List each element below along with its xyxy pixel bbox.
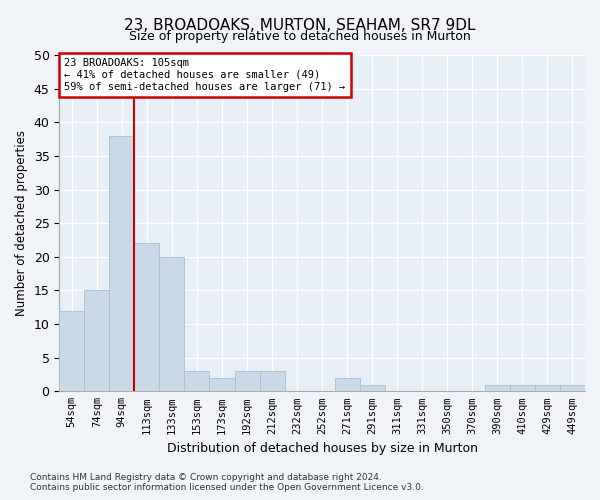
- Text: 23 BROADOAKS: 105sqm
← 41% of detached houses are smaller (49)
59% of semi-detac: 23 BROADOAKS: 105sqm ← 41% of detached h…: [64, 58, 346, 92]
- Y-axis label: Number of detached properties: Number of detached properties: [15, 130, 28, 316]
- Bar: [485, 384, 510, 392]
- Bar: [184, 371, 209, 392]
- Bar: [359, 384, 385, 392]
- Text: Size of property relative to detached houses in Murton: Size of property relative to detached ho…: [129, 30, 471, 43]
- X-axis label: Distribution of detached houses by size in Murton: Distribution of detached houses by size …: [167, 442, 478, 455]
- Bar: [535, 384, 560, 392]
- Bar: [85, 290, 109, 392]
- Bar: [134, 244, 160, 392]
- Bar: [109, 136, 134, 392]
- Text: Contains HM Land Registry data © Crown copyright and database right 2024.
Contai: Contains HM Land Registry data © Crown c…: [30, 473, 424, 492]
- Bar: [260, 371, 284, 392]
- Bar: [335, 378, 359, 392]
- Bar: [160, 257, 184, 392]
- Bar: [560, 384, 585, 392]
- Bar: [235, 371, 260, 392]
- Bar: [510, 384, 535, 392]
- Text: 23, BROADOAKS, MURTON, SEAHAM, SR7 9DL: 23, BROADOAKS, MURTON, SEAHAM, SR7 9DL: [124, 18, 476, 32]
- Bar: [209, 378, 235, 392]
- Bar: [59, 310, 85, 392]
